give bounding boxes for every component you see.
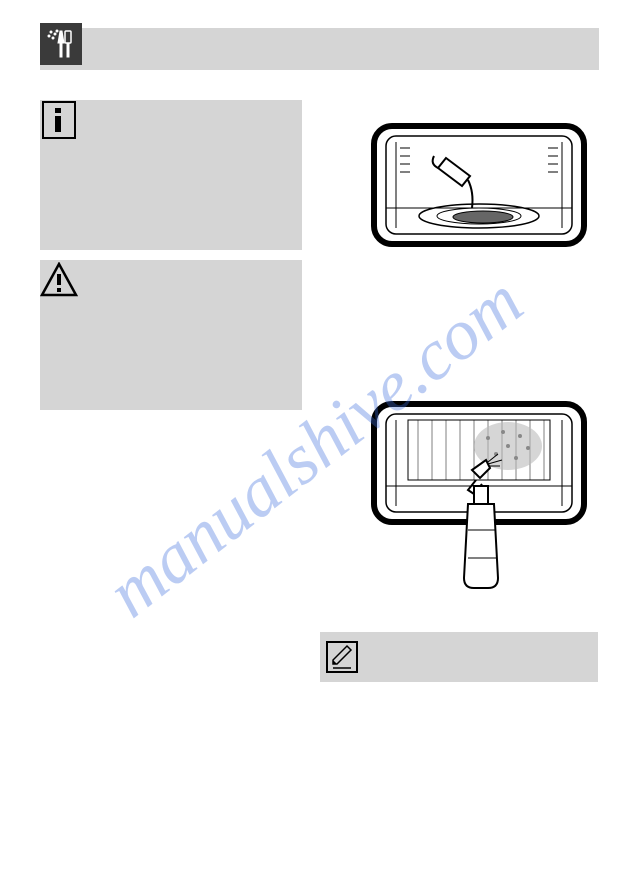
note-box bbox=[320, 632, 598, 682]
header-bar bbox=[40, 28, 599, 70]
oven-spray-illustration bbox=[368, 398, 590, 593]
warning-icon bbox=[40, 260, 78, 300]
info-icon bbox=[40, 100, 78, 140]
oven-pour-illustration bbox=[368, 120, 590, 250]
info-box bbox=[40, 100, 302, 250]
cleaning-icon bbox=[40, 23, 82, 65]
pencil-note-icon bbox=[320, 632, 364, 682]
warning-box bbox=[40, 260, 302, 410]
